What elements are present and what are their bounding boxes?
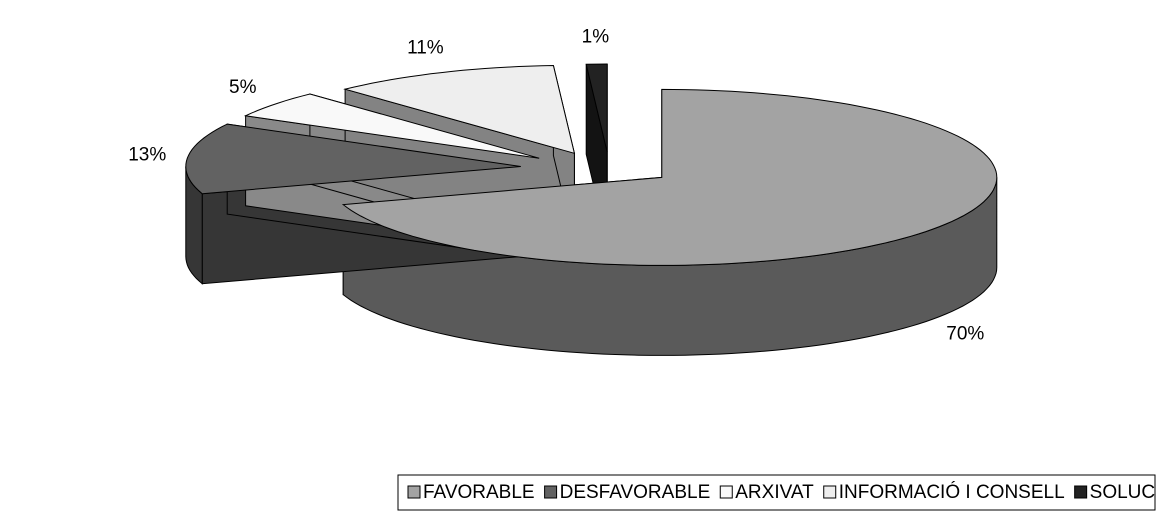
- legend-label: SOLUCIÓ DE CONSENS: [1090, 481, 1156, 503]
- slice: [185, 123, 521, 195]
- slice-tops: [185, 63, 998, 266]
- legend: FAVORABLE DESFAVORABLE ARXIVAT INFORMACIÓ I…: [397, 474, 1156, 511]
- legend-label: FAVORABLE: [423, 482, 535, 503]
- legend-swatch: [1074, 485, 1088, 499]
- data-label: 1%: [582, 27, 610, 48]
- slice: [341, 88, 998, 266]
- data-label: 70%: [946, 324, 984, 345]
- slice: [243, 93, 540, 159]
- legend-label: DESFAVORABLE: [560, 482, 711, 503]
- data-label: 5%: [229, 77, 257, 98]
- legend-swatch: [823, 485, 837, 499]
- legend-swatch: [719, 485, 733, 499]
- slice: [585, 63, 608, 153]
- slice: [343, 64, 576, 155]
- legend-swatch: [407, 485, 421, 499]
- legend-box: [397, 474, 1156, 511]
- legend-label: INFORMACIÓ I CONSELL: [839, 481, 1065, 503]
- legend-label: ARXIVAT: [735, 482, 814, 503]
- data-label: 11%: [407, 37, 444, 58]
- data-label: 13%: [128, 145, 166, 166]
- legend-swatch: [544, 485, 558, 499]
